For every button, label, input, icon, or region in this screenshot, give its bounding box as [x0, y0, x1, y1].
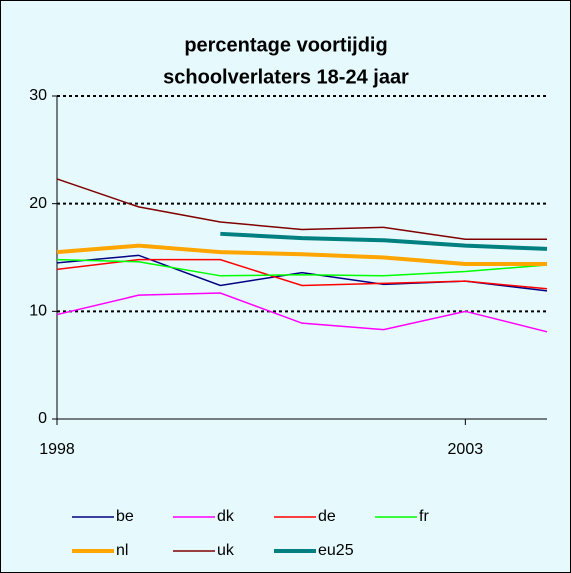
y-tick-label: 0 [38, 410, 47, 427]
y-tick-label: 10 [29, 303, 47, 320]
x-tick-label: 2003 [448, 441, 484, 458]
legend-label: uk [217, 542, 235, 559]
series-line [56, 258, 548, 277]
legend-label: be [116, 508, 134, 525]
legend-label: dk [217, 508, 235, 525]
legend-label: nl [116, 542, 128, 559]
chart-title: schoolverlaters 18-24 jaar [163, 66, 409, 88]
legend-label: de [318, 508, 336, 525]
legend-label: eu25 [318, 542, 354, 559]
chart-title: percentage voortijdig [184, 34, 387, 56]
series-line [220, 231, 548, 251]
series-line [56, 292, 548, 333]
series-line [56, 243, 547, 266]
legend-label: fr [419, 508, 429, 525]
x-tick-label: 1998 [39, 441, 75, 458]
series-line [56, 258, 548, 290]
y-tick-label: 20 [29, 195, 47, 212]
series-line [56, 178, 547, 240]
y-tick-label: 30 [29, 87, 47, 104]
